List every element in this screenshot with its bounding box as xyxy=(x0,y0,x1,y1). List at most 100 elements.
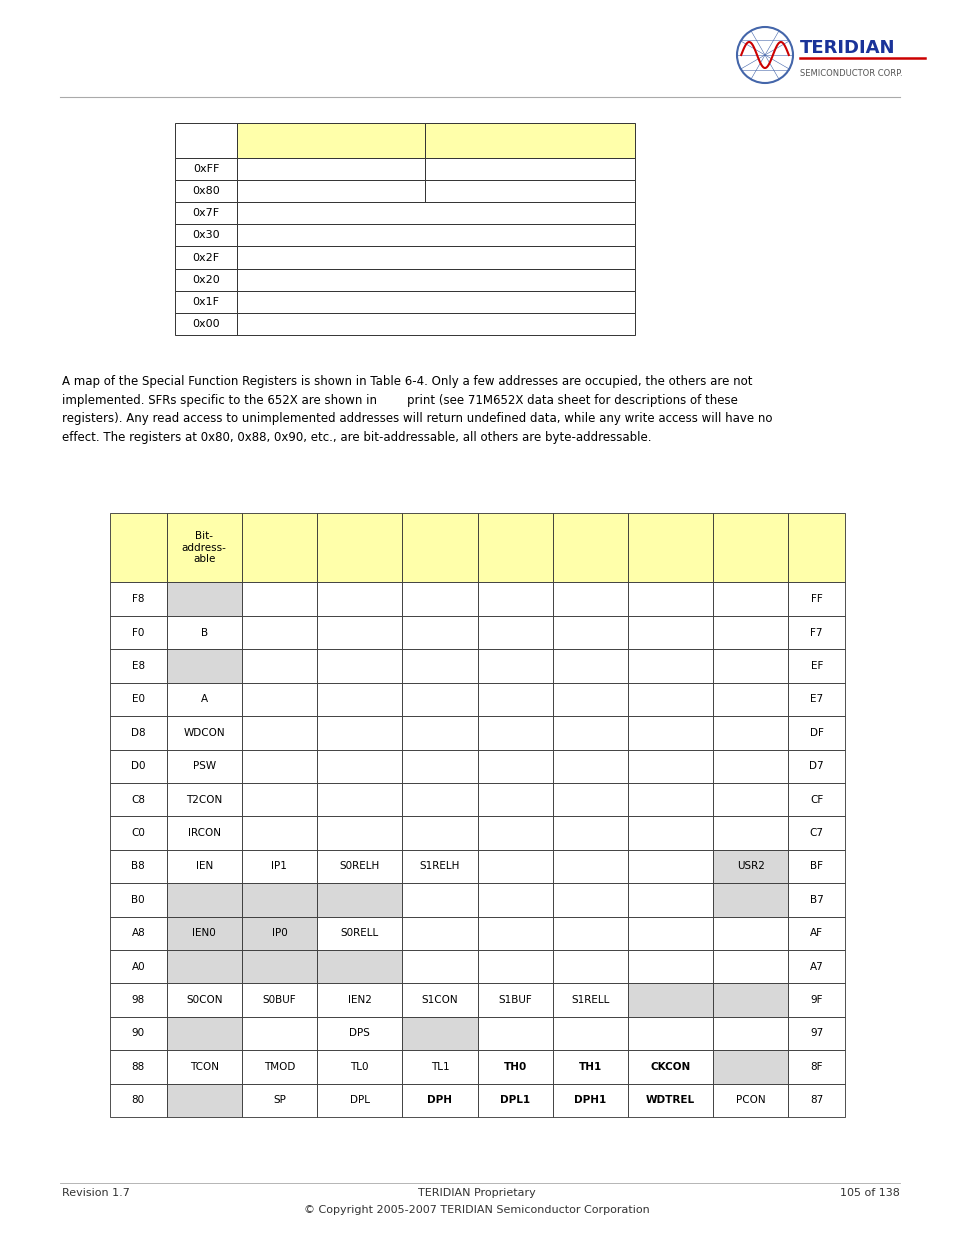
Bar xyxy=(402,750,477,783)
Bar xyxy=(110,850,167,883)
Text: IEN2: IEN2 xyxy=(347,995,372,1005)
Bar xyxy=(402,850,477,883)
Bar xyxy=(241,716,316,750)
Text: USR2: USR2 xyxy=(736,862,764,872)
Bar xyxy=(167,783,241,816)
Bar xyxy=(110,616,167,650)
Bar xyxy=(552,850,627,883)
Bar xyxy=(477,1083,552,1116)
Text: DPH: DPH xyxy=(427,1095,452,1105)
Text: B0: B0 xyxy=(132,895,145,905)
Bar xyxy=(627,850,713,883)
Bar xyxy=(787,983,844,1016)
Bar xyxy=(713,983,787,1016)
Bar xyxy=(110,816,167,850)
Text: 80: 80 xyxy=(132,1095,145,1105)
Text: C0: C0 xyxy=(132,827,145,839)
Bar xyxy=(167,816,241,850)
Bar xyxy=(713,1083,787,1116)
Bar xyxy=(110,1016,167,1050)
Bar xyxy=(110,783,167,816)
Bar xyxy=(167,750,241,783)
Bar xyxy=(477,583,552,616)
Bar xyxy=(552,513,627,583)
Text: Revision 1.7: Revision 1.7 xyxy=(62,1188,130,1198)
Bar xyxy=(552,683,627,716)
Bar xyxy=(552,750,627,783)
Text: F8: F8 xyxy=(132,594,145,604)
Bar xyxy=(241,850,316,883)
Bar xyxy=(316,513,402,583)
Bar xyxy=(316,716,402,750)
Bar xyxy=(477,683,552,716)
Text: 8F: 8F xyxy=(810,1062,822,1072)
Bar xyxy=(316,850,402,883)
Bar xyxy=(477,513,552,583)
Bar xyxy=(477,916,552,950)
Bar xyxy=(424,124,635,158)
Bar xyxy=(787,616,844,650)
Text: 0x2F: 0x2F xyxy=(193,252,219,263)
Text: FF: FF xyxy=(810,594,821,604)
Bar xyxy=(627,950,713,983)
Text: AF: AF xyxy=(809,929,822,939)
Bar xyxy=(110,916,167,950)
Bar xyxy=(174,158,236,180)
Bar xyxy=(627,683,713,716)
Bar xyxy=(552,916,627,950)
Bar xyxy=(402,950,477,983)
Bar xyxy=(402,1083,477,1116)
Bar xyxy=(627,1083,713,1116)
Bar xyxy=(236,312,635,335)
Bar xyxy=(316,783,402,816)
Bar xyxy=(167,883,241,916)
Text: E7: E7 xyxy=(809,694,822,704)
Text: IEN0: IEN0 xyxy=(193,929,215,939)
Text: S1RELL: S1RELL xyxy=(571,995,609,1005)
Bar xyxy=(316,883,402,916)
Bar xyxy=(316,916,402,950)
Bar xyxy=(787,716,844,750)
Text: 9F: 9F xyxy=(810,995,822,1005)
Text: C8: C8 xyxy=(132,794,145,805)
Bar xyxy=(110,513,167,583)
Bar xyxy=(110,750,167,783)
Bar xyxy=(787,783,844,816)
Bar xyxy=(787,916,844,950)
Text: TL0: TL0 xyxy=(350,1062,369,1072)
Bar xyxy=(627,513,713,583)
Bar xyxy=(316,1016,402,1050)
Bar xyxy=(477,883,552,916)
Text: WDTREL: WDTREL xyxy=(645,1095,695,1105)
Bar xyxy=(552,983,627,1016)
Text: TERIDIAN Proprietary: TERIDIAN Proprietary xyxy=(417,1188,536,1198)
Text: CF: CF xyxy=(809,794,822,805)
Bar xyxy=(552,583,627,616)
Bar xyxy=(241,783,316,816)
Text: S1BUF: S1BUF xyxy=(497,995,532,1005)
Text: A8: A8 xyxy=(132,929,145,939)
Bar xyxy=(627,583,713,616)
Bar xyxy=(477,950,552,983)
Bar xyxy=(552,1083,627,1116)
Bar xyxy=(110,650,167,683)
Bar xyxy=(552,716,627,750)
Text: B7: B7 xyxy=(809,895,822,905)
Bar xyxy=(627,716,713,750)
Text: implemented. SFRs specific to the 652X are shown in        print (see 71M652X da: implemented. SFRs specific to the 652X a… xyxy=(62,394,737,406)
Bar xyxy=(787,883,844,916)
Text: 90: 90 xyxy=(132,1029,145,1039)
Bar xyxy=(402,816,477,850)
Bar xyxy=(241,650,316,683)
Bar xyxy=(241,513,316,583)
Bar xyxy=(241,816,316,850)
Text: T2CON: T2CON xyxy=(186,794,222,805)
Text: 0x1F: 0x1F xyxy=(193,296,219,306)
Bar xyxy=(787,1083,844,1116)
Text: S0RELH: S0RELH xyxy=(339,862,379,872)
Bar xyxy=(787,513,844,583)
Bar xyxy=(241,1083,316,1116)
Bar xyxy=(552,883,627,916)
Text: PCON: PCON xyxy=(735,1095,765,1105)
Bar xyxy=(713,950,787,983)
